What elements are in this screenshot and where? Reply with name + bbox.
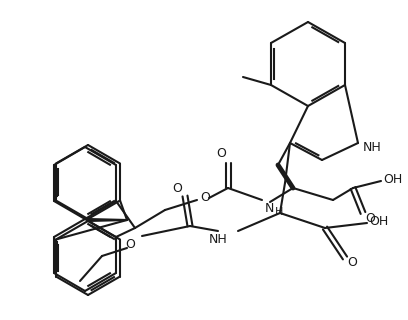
Text: O: O (125, 237, 135, 251)
Text: O: O (216, 147, 226, 159)
Text: N: N (265, 202, 274, 214)
Text: NH: NH (363, 140, 382, 154)
Text: NH: NH (208, 233, 227, 245)
Text: O: O (347, 257, 357, 269)
Text: H: H (275, 207, 284, 217)
Text: OH: OH (369, 214, 388, 228)
Text: OH: OH (383, 172, 402, 186)
Text: O: O (172, 181, 182, 195)
Text: O: O (365, 212, 375, 225)
Text: O: O (200, 190, 210, 204)
